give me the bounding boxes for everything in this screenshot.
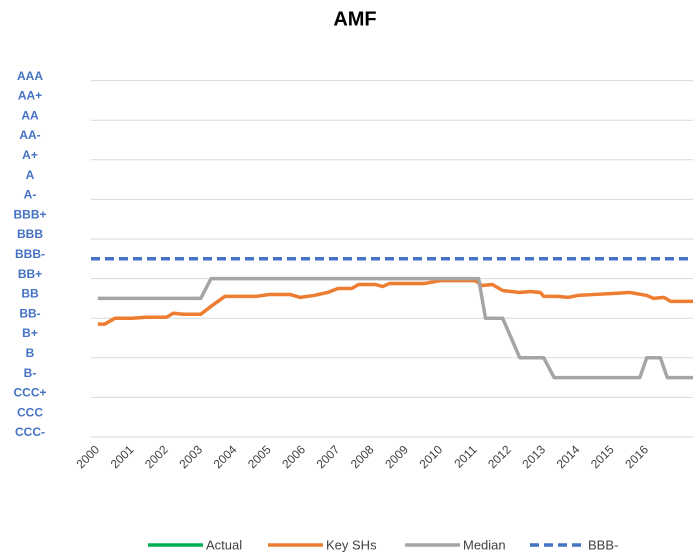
x-tick-label: 2007 [314,442,343,471]
y-tick-label: CCC+ [13,386,46,400]
x-tick-label: 2001 [108,442,137,471]
x-tick-label: 2016 [622,442,651,471]
y-tick-label: AA- [19,128,40,142]
x-tick-label: 2004 [211,442,240,471]
y-tick-label: CCC- [15,425,45,439]
y-tick-label: AA [21,108,39,122]
x-tick-label: 2013 [519,442,548,471]
x-tick-label: 2005 [245,442,274,471]
chart-title: AMF [333,8,376,30]
x-tick-label: 2006 [279,442,308,471]
x-tick-label: 2015 [588,442,617,471]
y-tick-label: BBB [17,227,43,241]
series-line [97,276,693,380]
x-tick-label: 2009 [382,442,411,471]
x-tick-label: 2014 [554,442,583,471]
x-tick-label: 2010 [416,442,445,471]
y-tick-label: B [26,346,35,360]
x-tick-label: 2008 [348,442,377,471]
x-tick-label: 2003 [176,442,205,471]
y-tick-label: BB+ [18,267,42,281]
legend-label: Key SHs [326,537,377,552]
y-tick-label: A+ [22,148,38,162]
y-tick-label: A- [24,188,37,202]
y-tick-label: BBB+ [13,207,46,221]
y-tick-label: AAA [17,69,43,83]
y-tick-label: CCC [17,405,43,419]
x-tick-label: 2000 [73,442,102,471]
legend-label: Actual [206,537,242,552]
series-line [97,278,693,326]
y-tick-label: B+ [22,326,38,340]
legend-label: BBB- [588,537,618,552]
x-tick-label: 2011 [451,442,479,470]
y-tick-label: B- [24,366,37,380]
y-tick-label: BB- [19,306,40,320]
y-tick-label: A [26,168,35,182]
x-tick-label: 2002 [142,442,171,471]
y-tick-label: BBB- [15,247,45,261]
y-tick-label: AA+ [18,89,42,103]
y-tick-label: BB [21,287,39,301]
x-tick-label: 2012 [485,442,514,471]
legend-label: Median [463,537,506,552]
